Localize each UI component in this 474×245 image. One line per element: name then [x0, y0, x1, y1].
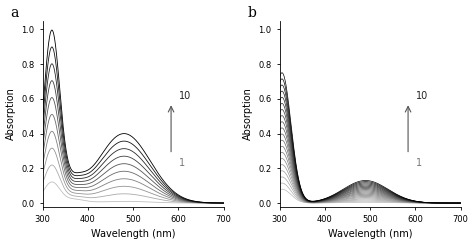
- Text: 10: 10: [416, 91, 428, 101]
- Y-axis label: Absorption: Absorption: [6, 87, 16, 140]
- Text: 1: 1: [179, 158, 185, 168]
- X-axis label: Wavelength (nm): Wavelength (nm): [328, 230, 412, 239]
- Text: 10: 10: [179, 91, 191, 101]
- Text: b: b: [247, 6, 256, 20]
- Text: 1: 1: [416, 158, 422, 168]
- Text: a: a: [10, 6, 18, 20]
- Y-axis label: Absorption: Absorption: [243, 87, 253, 140]
- X-axis label: Wavelength (nm): Wavelength (nm): [91, 230, 175, 239]
